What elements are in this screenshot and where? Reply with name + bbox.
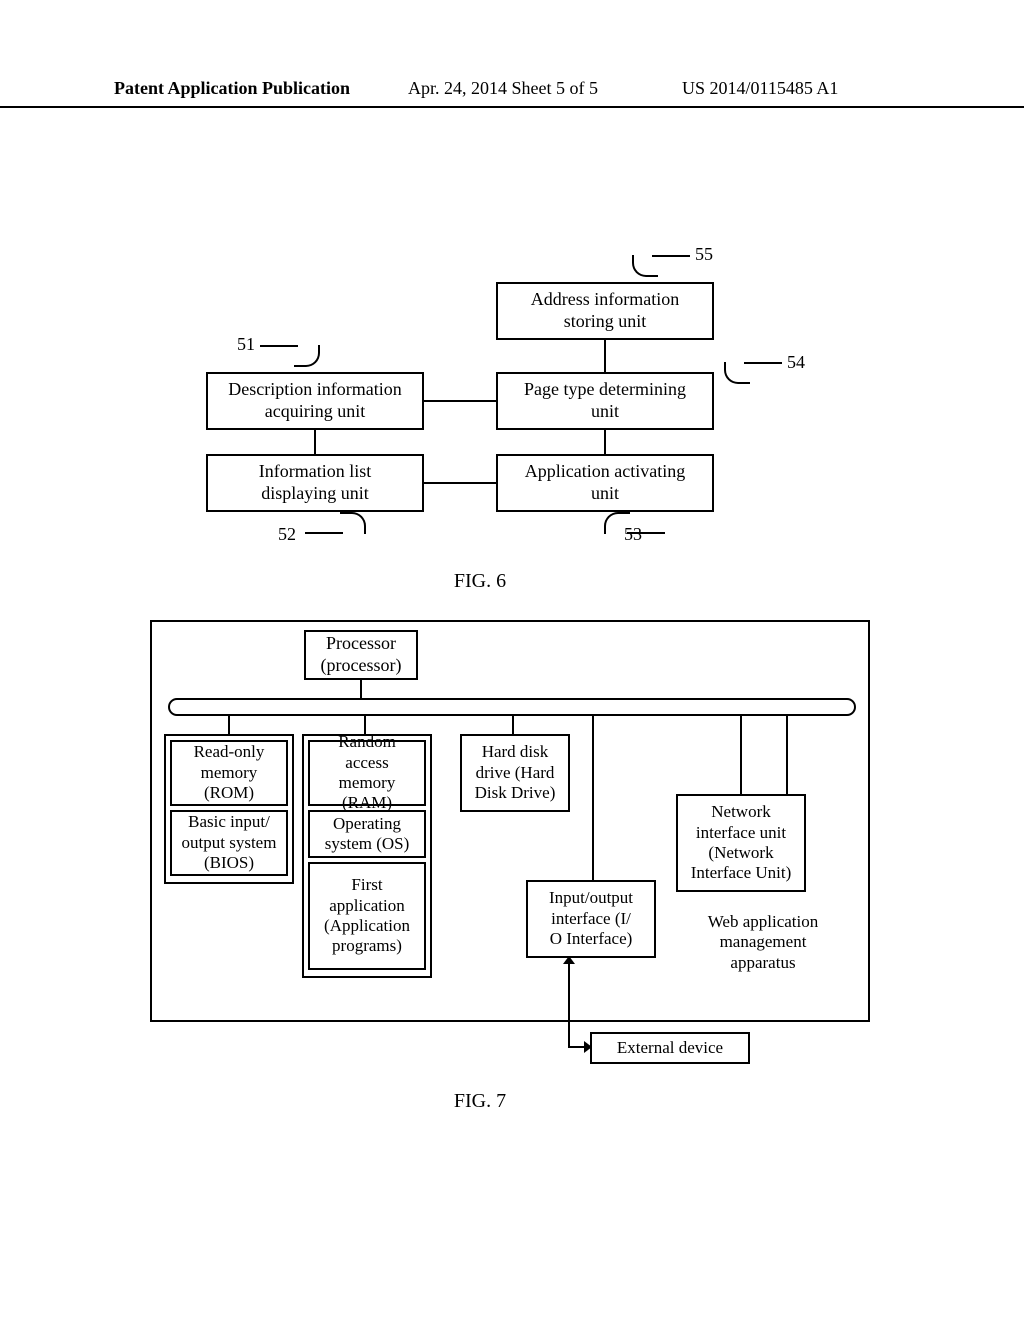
fig7-bus-stub-rom bbox=[228, 716, 230, 734]
fig6-conn-54-53 bbox=[604, 430, 606, 454]
fig7-rom-label: Read-only memory (ROM) bbox=[194, 742, 265, 803]
fig7-io-label: Input/output interface (I/ O Interface) bbox=[549, 888, 633, 949]
fig7-os-label: Operating system (OS) bbox=[325, 814, 410, 855]
fig7-processor: Processor (processor) bbox=[304, 630, 418, 680]
fig7-conn-proc-bus bbox=[360, 680, 362, 698]
header-right: US 2014/0115485 A1 bbox=[682, 78, 838, 99]
fig6-conn-51-52 bbox=[314, 430, 316, 454]
fig6-leader-51-hook bbox=[294, 345, 320, 367]
fig7-ram: Random access memory (RAM) bbox=[308, 740, 426, 806]
fig7-mgmt-label: Web application management apparatus bbox=[678, 912, 848, 973]
fig7-caption: FIG. 7 bbox=[430, 1090, 530, 1113]
fig7-apps: First application (Application programs) bbox=[308, 862, 426, 970]
fig7-hdd-label: Hard disk drive (Hard Disk Drive) bbox=[475, 742, 556, 803]
fig7-rom: Read-only memory (ROM) bbox=[170, 740, 288, 806]
page: Patent Application Publication Apr. 24, … bbox=[0, 0, 1024, 1320]
fig7-bus-stub-nic bbox=[740, 716, 742, 734]
fig7-bios-label: Basic input/ output system (BIOS) bbox=[182, 812, 277, 873]
fig7-nic-v1 bbox=[740, 734, 742, 794]
fig6-conn-55-54 bbox=[604, 340, 606, 372]
fig6-page-type-label: Page type determining unit bbox=[524, 379, 686, 422]
fig7-io-ext-v bbox=[568, 958, 570, 1048]
fig6-address-storing-label: Address information storing unit bbox=[531, 289, 679, 332]
fig6-info-list-unit: Information list displaying unit bbox=[206, 454, 424, 512]
fig6-conn-51-54 bbox=[424, 400, 496, 402]
fig6-ref-52: 52 bbox=[278, 524, 296, 545]
fig6-leader-52-hook bbox=[340, 512, 366, 534]
fig7-apps-label: First application (Application programs) bbox=[324, 875, 410, 957]
fig7-bus-stub-hdd bbox=[512, 716, 514, 734]
fig6-address-storing-unit: Address information storing unit bbox=[496, 282, 714, 340]
header-left: Patent Application Publication bbox=[114, 78, 350, 99]
fig6-conn-52-53 bbox=[424, 482, 496, 484]
header-mid: Apr. 24, 2014 Sheet 5 of 5 bbox=[408, 78, 598, 99]
fig7-io-v bbox=[592, 734, 594, 880]
fig7-bios: Basic input/ output system (BIOS) bbox=[170, 810, 288, 876]
fig6-ref-53: 53 bbox=[624, 524, 684, 545]
fig7-processor-label: Processor (processor) bbox=[321, 633, 402, 676]
fig6-desc-acq-label: Description information acquiring unit bbox=[228, 379, 401, 422]
fig6-ref-54: 54 bbox=[787, 352, 805, 373]
fig6-leader-55-hook bbox=[632, 255, 658, 277]
fig7-os: Operating system (OS) bbox=[308, 810, 426, 858]
fig6-page-type-unit: Page type determining unit bbox=[496, 372, 714, 430]
fig7-external-device: External device bbox=[590, 1032, 750, 1064]
fig6-app-act-label: Application activating unit bbox=[525, 461, 685, 504]
fig6-leader-52-h bbox=[305, 532, 343, 534]
fig6-ref-51: 51 bbox=[237, 334, 255, 355]
fig7-bus bbox=[168, 698, 856, 716]
fig7-io-ext-arrow-icon bbox=[584, 1041, 592, 1053]
fig6-leader-54-hook bbox=[724, 362, 750, 384]
fig7-hdd: Hard disk drive (Hard Disk Drive) bbox=[460, 734, 570, 812]
fig6-caption: FIG. 6 bbox=[430, 570, 530, 593]
fig6-leader-51-h bbox=[260, 345, 298, 347]
fig7-ram-label: Random access memory (RAM) bbox=[316, 732, 418, 814]
fig7-nic-label: Network interface unit (Network Interfac… bbox=[691, 802, 792, 884]
page-header: Patent Application Publication Apr. 24, … bbox=[0, 78, 1024, 108]
fig7-bus-stub-nic2 bbox=[786, 716, 788, 734]
fig7-bus-stub-io bbox=[592, 716, 594, 734]
fig6-description-acquiring-unit: Description information acquiring unit bbox=[206, 372, 424, 430]
fig6-ref-55: 55 bbox=[695, 244, 713, 265]
fig7-ext-label: External device bbox=[617, 1038, 723, 1058]
fig6-app-activating-unit: Application activating unit bbox=[496, 454, 714, 512]
fig7-nic: Network interface unit (Network Interfac… bbox=[676, 794, 806, 892]
fig7-nic-v2 bbox=[786, 734, 788, 794]
fig7-io-interface: Input/output interface (I/ O Interface) bbox=[526, 880, 656, 958]
fig7-ext-io-arrow-icon bbox=[563, 956, 575, 964]
fig6-info-list-label: Information list displaying unit bbox=[259, 461, 371, 504]
